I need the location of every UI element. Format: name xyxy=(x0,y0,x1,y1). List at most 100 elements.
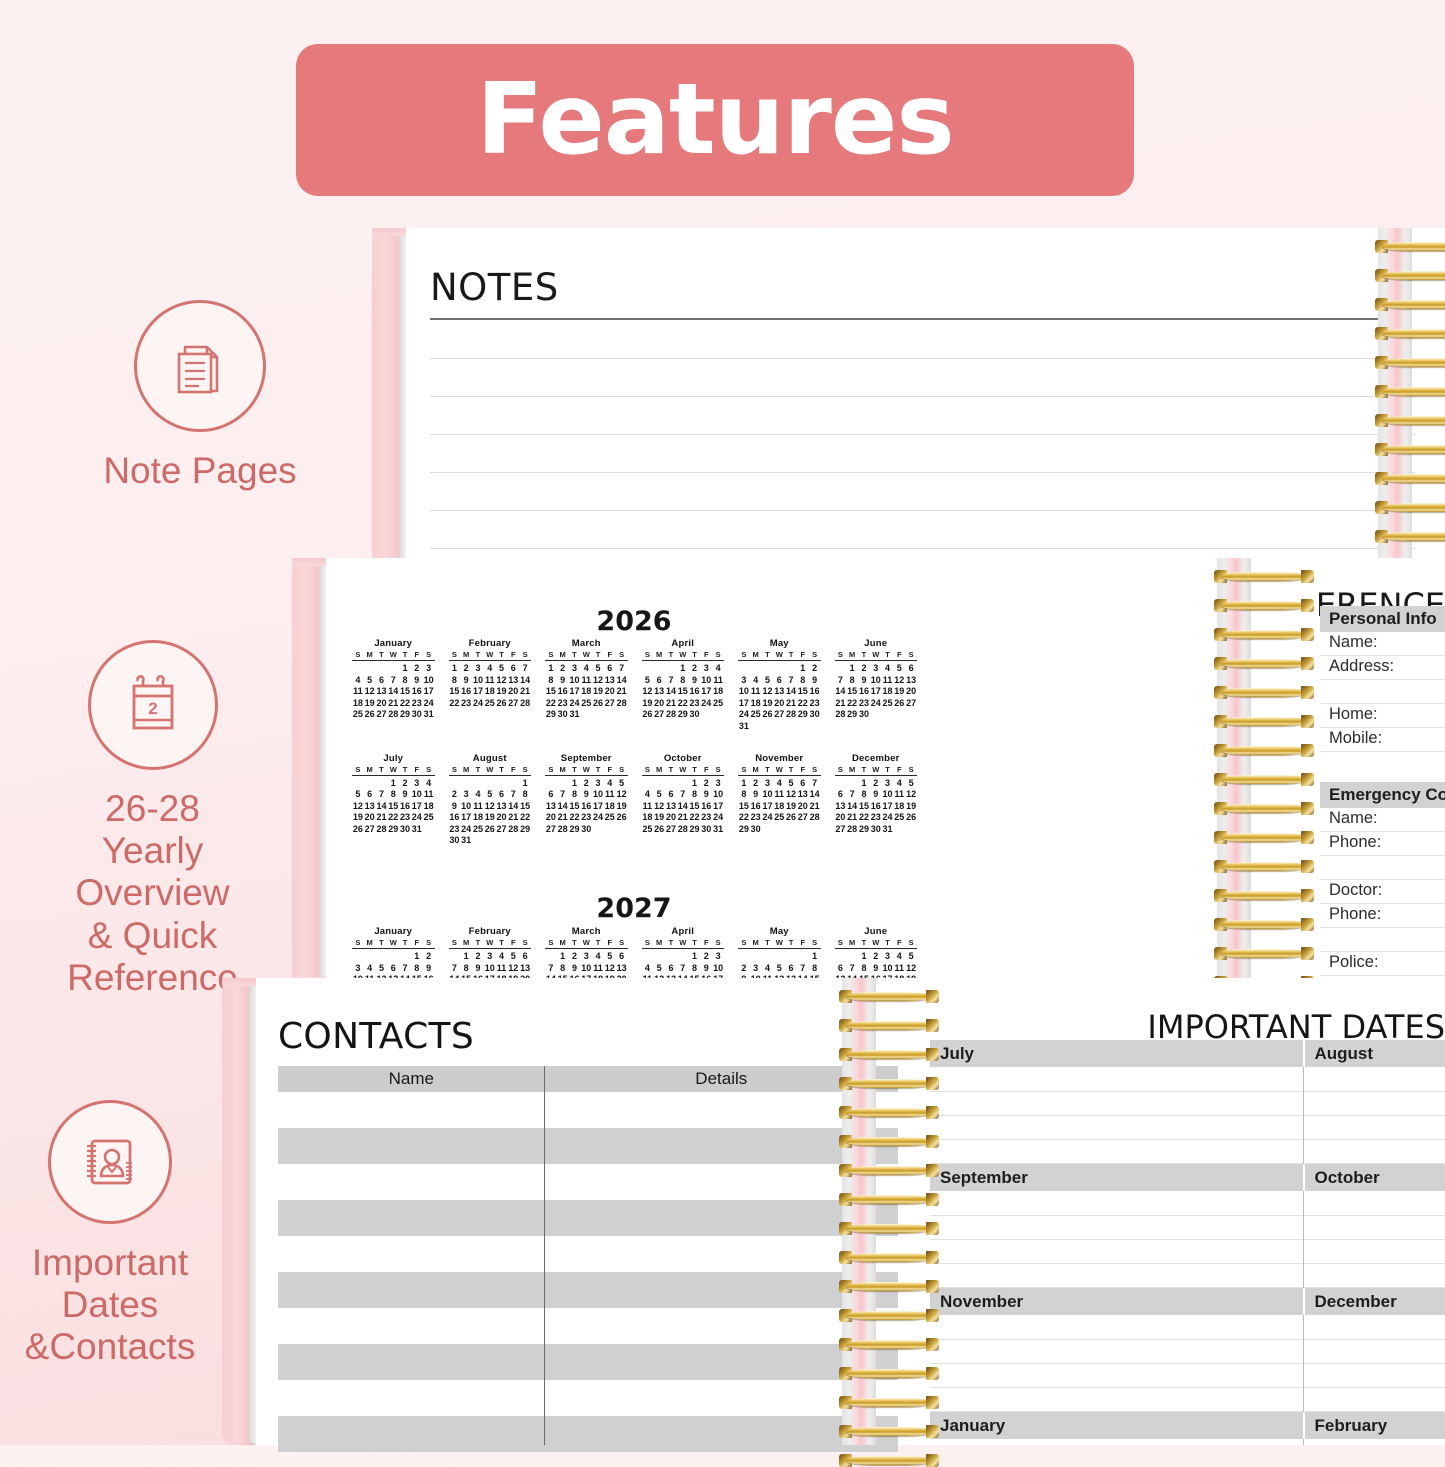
day-cell: 1 xyxy=(858,951,870,961)
weekday-label: W xyxy=(773,938,785,947)
weekday-label: S xyxy=(519,765,531,774)
contacts-table-row[interactable] xyxy=(278,1272,898,1308)
spiral-coil xyxy=(839,1106,939,1119)
coil-wire xyxy=(846,1108,932,1117)
contacts-table-row[interactable] xyxy=(278,1236,898,1272)
weekday-label: T xyxy=(592,938,604,947)
quick-reference-field-row[interactable]: Address: xyxy=(1320,656,1445,680)
weekday-label: T xyxy=(496,938,508,947)
quick-reference-field-row[interactable]: Mobile:Email: xyxy=(1320,728,1445,752)
weekday-label: W xyxy=(870,938,882,947)
field-label-left: Name: xyxy=(1329,633,1378,652)
day-cell: 27 xyxy=(653,709,665,719)
day-cell: 6 xyxy=(545,789,557,799)
contacts-table-row[interactable] xyxy=(278,1092,898,1128)
day-blank xyxy=(665,663,677,673)
quick-reference-field-row[interactable]: Doctor:Doctor: xyxy=(1320,880,1445,904)
contacts-table-row[interactable] xyxy=(278,1164,898,1200)
month-writing-lines[interactable] xyxy=(930,1067,1445,1164)
coil-wire xyxy=(846,1195,932,1204)
quick-reference-field-row[interactable]: Phone:Phone: xyxy=(1320,904,1445,928)
weekday-label: T xyxy=(399,650,411,659)
day-cell: 18 xyxy=(882,686,894,696)
day-cell: 4 xyxy=(604,778,616,788)
day-cell: 9 xyxy=(460,675,472,685)
quick-reference-field-row[interactable] xyxy=(1320,856,1445,880)
spiral-coil xyxy=(1375,356,1445,369)
coil-cap-right xyxy=(1301,570,1314,583)
contacts-table-row[interactable] xyxy=(278,1128,898,1164)
weekday-label: S xyxy=(712,938,724,947)
day-cell: 25 xyxy=(642,824,654,834)
weekday-label: T xyxy=(762,650,774,659)
day-cell: 27 xyxy=(507,698,519,708)
spiral-coil xyxy=(1375,530,1445,543)
coil-wire xyxy=(846,1079,932,1088)
weekday-label: S xyxy=(545,650,557,659)
spiral-coils xyxy=(1214,558,1314,988)
spiral-coil xyxy=(1214,831,1314,844)
month-writing-lines[interactable] xyxy=(930,1191,1445,1288)
day-cell: 8 xyxy=(738,789,750,799)
coil-cap-right xyxy=(1301,860,1314,873)
day-cell: 1 xyxy=(387,778,399,788)
feature-label-important-dates: Important Dates &Contacts xyxy=(25,1242,196,1369)
quick-reference-field-row[interactable]: Home:Work: xyxy=(1320,704,1445,728)
contacts-table-row[interactable] xyxy=(278,1308,898,1344)
quick-reference-field-row[interactable]: Name:Name: xyxy=(1320,808,1445,832)
day-cell: 14 xyxy=(519,675,531,685)
day-cell: 22 xyxy=(797,698,809,708)
day-cell: 16 xyxy=(750,801,762,811)
day-cell: 27 xyxy=(835,824,847,834)
year-heading-2027: 2027 xyxy=(334,893,934,924)
contacts-table-row[interactable] xyxy=(278,1200,898,1236)
coil-wire xyxy=(1221,833,1307,842)
day-cell: 12 xyxy=(507,963,519,973)
contacts-table-row[interactable] xyxy=(278,1380,898,1416)
quick-reference-field-row[interactable] xyxy=(1320,928,1445,952)
day-cell: 26 xyxy=(762,709,774,719)
weekday-label: T xyxy=(762,938,774,947)
day-cell: 26 xyxy=(484,824,496,834)
day-cell: 23 xyxy=(858,698,870,708)
day-cell: 28 xyxy=(665,709,677,719)
spiral-coil xyxy=(1375,443,1445,456)
day-cell: 27 xyxy=(665,824,677,834)
weekday-label: F xyxy=(507,765,519,774)
day-cell: 17 xyxy=(423,686,435,696)
spiral-coil xyxy=(839,1367,939,1380)
day-cell: 18 xyxy=(580,686,592,696)
coil-wire xyxy=(1382,532,1445,541)
quick-reference-field-row[interactable]: Phone:Phone: xyxy=(1320,832,1445,856)
day-cell: 10 xyxy=(712,789,724,799)
contacts-table-row[interactable] xyxy=(278,1344,898,1380)
month-writing-lines[interactable] xyxy=(930,1439,1445,1445)
day-cell: 10 xyxy=(712,963,724,973)
day-cell: 3 xyxy=(423,663,435,673)
quick-reference-field-row[interactable]: Police:Fire/Medical: xyxy=(1320,952,1445,976)
notes-line xyxy=(430,434,1415,435)
quick-reference-field-row[interactable] xyxy=(1320,680,1445,704)
day-cell: 1 xyxy=(677,663,689,673)
day-cell: 13 xyxy=(545,801,557,811)
spiral-coil xyxy=(839,1222,939,1235)
weekday-label: W xyxy=(484,938,496,947)
day-cell: 17 xyxy=(738,698,750,708)
day-blank xyxy=(846,778,858,788)
day-cell: 28 xyxy=(809,812,821,822)
contacts-table-row[interactable] xyxy=(278,1416,898,1452)
contacts-table-rows xyxy=(278,1092,898,1452)
month-writing-lines[interactable] xyxy=(930,1315,1445,1412)
coil-cap-right xyxy=(926,1338,939,1351)
day-cell: 28 xyxy=(835,709,847,719)
spiral-coil xyxy=(839,1338,939,1351)
day-cell: 3 xyxy=(882,778,894,788)
contacts-table-header: Name Details xyxy=(278,1066,898,1092)
day-cell: 11 xyxy=(750,686,762,696)
day-cell: 6 xyxy=(665,963,677,973)
quick-reference-field-row[interactable]: Name: xyxy=(1320,632,1445,656)
day-blank xyxy=(642,951,654,961)
